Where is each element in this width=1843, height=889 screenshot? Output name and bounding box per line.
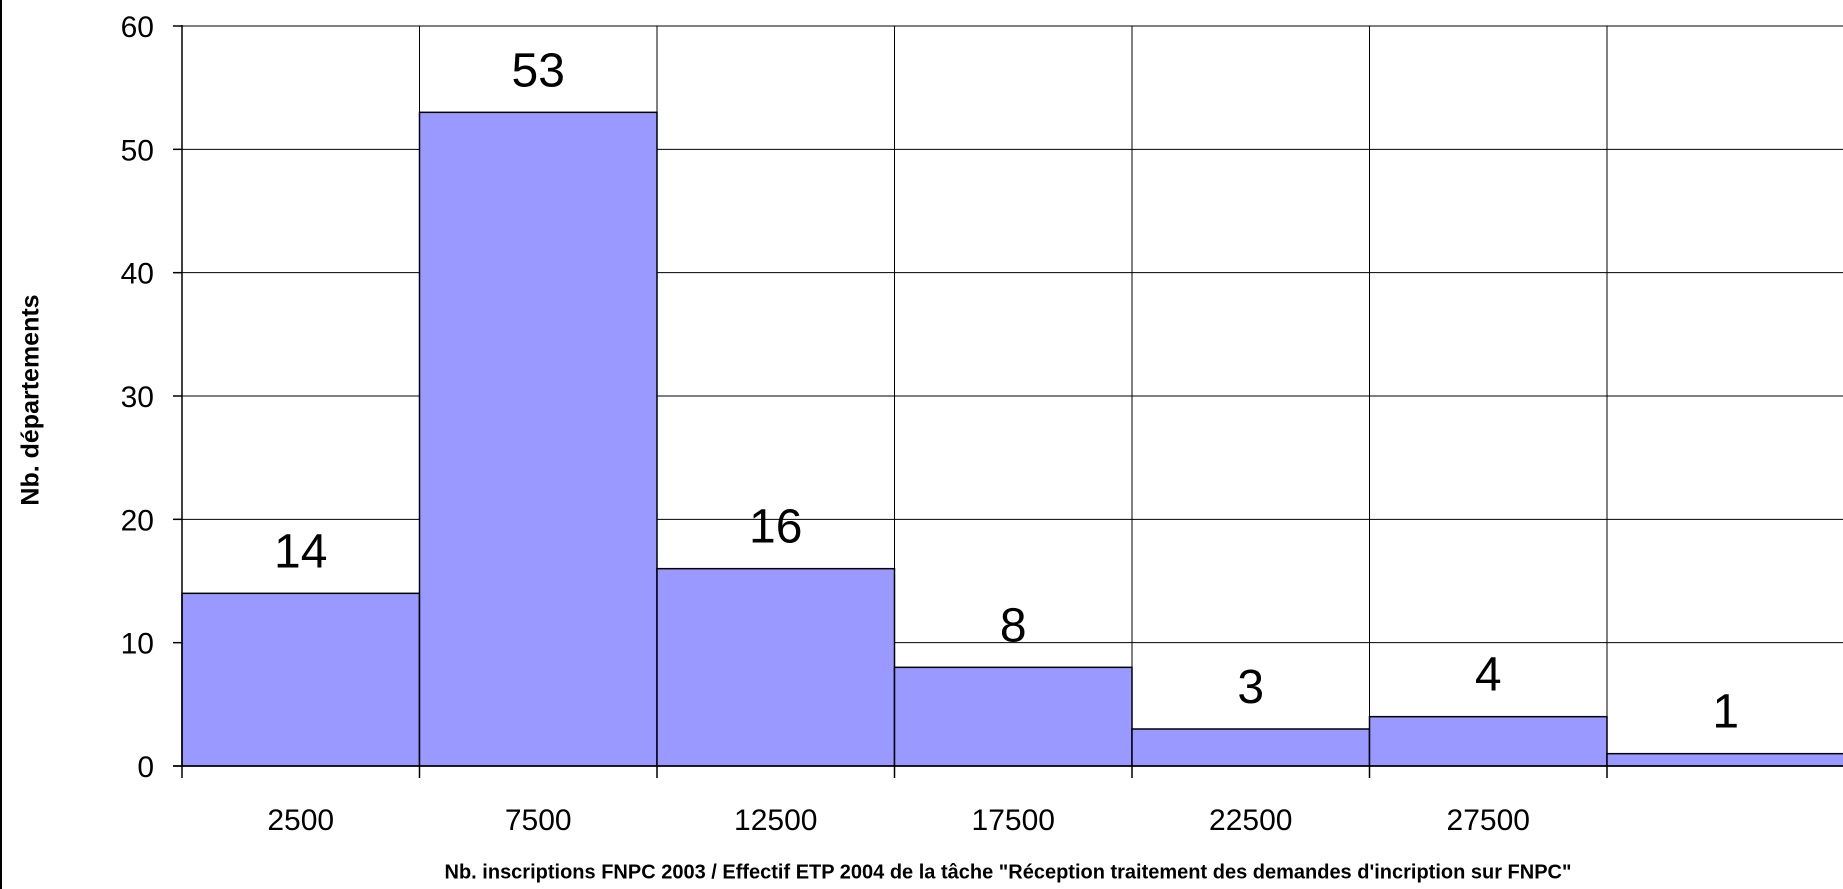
bar	[893, 666, 1133, 767]
x-axis-title: Nb. inscriptions FNPC 2003 / Effectif ET…	[444, 861, 1572, 884]
bar	[181, 592, 421, 767]
bar	[418, 111, 658, 767]
data-label: 14	[274, 525, 327, 578]
data-label: 4	[1475, 649, 1502, 702]
y-axis-title: Nb. départements	[16, 294, 45, 506]
bar	[1131, 728, 1371, 767]
y-tick-label: 40	[121, 258, 154, 291]
y-tick-label: 60	[121, 11, 154, 44]
data-label: 1	[1712, 686, 1739, 739]
x-tick-label: 7500	[505, 804, 572, 837]
x-tick-label: 27500	[1447, 804, 1530, 837]
y-tick-label: 10	[121, 628, 154, 661]
x-tick-label: 12500	[734, 804, 817, 837]
x-tick-label: 2500	[267, 804, 334, 837]
data-label: 53	[512, 44, 565, 97]
y-tick-label: 0	[137, 751, 154, 784]
data-label: 3	[1237, 661, 1264, 714]
y-tick-label: 20	[121, 504, 154, 537]
bar	[1368, 715, 1608, 767]
data-label: 16	[749, 501, 802, 554]
x-tick-label: 22500	[1209, 804, 1292, 837]
data-label: 8	[1000, 599, 1027, 652]
y-tick-label: 50	[121, 134, 154, 167]
bar	[1606, 752, 1843, 767]
bar	[656, 567, 896, 767]
x-tick-label: 17500	[972, 804, 1055, 837]
chart-frame-left-border	[0, 0, 2, 889]
y-tick-label: 30	[121, 381, 154, 414]
